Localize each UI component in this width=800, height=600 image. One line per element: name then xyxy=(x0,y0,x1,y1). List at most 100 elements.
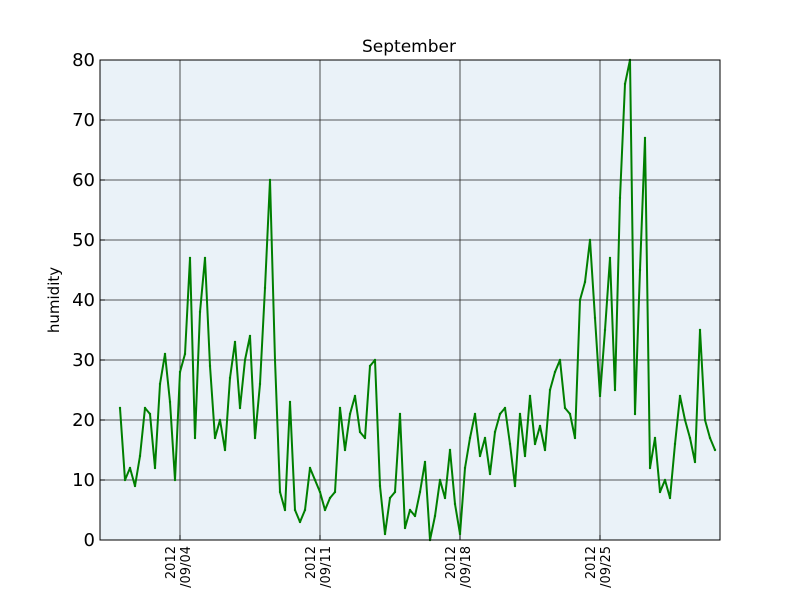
x-tick-label-group: 2012/09/25 xyxy=(584,546,614,588)
data-point xyxy=(693,460,697,464)
data-point xyxy=(603,328,607,332)
data-point xyxy=(258,382,262,386)
data-point xyxy=(448,448,452,452)
data-point xyxy=(368,364,372,368)
data-point xyxy=(353,394,357,398)
data-point xyxy=(373,358,377,362)
data-point xyxy=(328,496,332,500)
x-tick-label-year: 2012 xyxy=(164,546,179,579)
data-point xyxy=(423,460,427,464)
data-point xyxy=(408,508,412,512)
data-point xyxy=(388,496,392,500)
y-axis-label: humidity xyxy=(45,267,63,333)
data-point xyxy=(493,430,497,434)
x-tick-label-date: /09/18 xyxy=(459,546,474,588)
data-point xyxy=(393,490,397,494)
y-tick-label: 30 xyxy=(72,350,95,371)
data-point xyxy=(453,502,457,506)
y-tick-label: 70 xyxy=(72,110,95,131)
data-point xyxy=(403,526,407,530)
data-point xyxy=(518,412,522,416)
data-point xyxy=(613,388,617,392)
data-point xyxy=(713,448,717,452)
x-tick-label-year: 2012 xyxy=(444,546,459,579)
data-point xyxy=(198,310,202,314)
data-point xyxy=(128,466,132,470)
data-point xyxy=(188,256,192,260)
data-point xyxy=(168,400,172,404)
data-point xyxy=(278,490,282,494)
data-point xyxy=(383,532,387,536)
data-point xyxy=(668,496,672,500)
data-point xyxy=(398,412,402,416)
data-point xyxy=(253,436,257,440)
data-point xyxy=(703,418,707,422)
data-point xyxy=(223,448,227,452)
data-point xyxy=(678,394,682,398)
data-point xyxy=(578,298,582,302)
data-point xyxy=(298,520,302,524)
data-point xyxy=(123,478,127,482)
data-point xyxy=(138,454,142,458)
data-point xyxy=(333,490,337,494)
data-point xyxy=(153,466,157,470)
data-point xyxy=(608,256,612,260)
data-point xyxy=(673,442,677,446)
data-point xyxy=(463,466,467,470)
data-point xyxy=(528,394,532,398)
data-point xyxy=(618,196,622,200)
data-point xyxy=(708,436,712,440)
data-point xyxy=(648,466,652,470)
data-point xyxy=(348,412,352,416)
x-tick-label-date: /09/11 xyxy=(319,546,334,588)
data-point xyxy=(443,496,447,500)
data-point xyxy=(523,454,527,458)
data-point xyxy=(548,388,552,392)
data-point xyxy=(268,178,272,182)
y-tick-label: 20 xyxy=(72,410,95,431)
data-point xyxy=(503,406,507,410)
x-axis: 2012/09/04 2012/09/11 2012/09/18 2012/09/25 xyxy=(164,535,614,588)
data-point xyxy=(513,484,517,488)
data-point xyxy=(133,484,137,488)
data-point xyxy=(633,412,637,416)
data-point xyxy=(558,358,562,362)
data-point xyxy=(688,436,692,440)
data-point xyxy=(553,370,557,374)
x-tick-label-group: 2012/09/04 xyxy=(164,546,194,588)
data-point xyxy=(273,358,277,362)
data-point xyxy=(598,394,602,398)
data-point xyxy=(243,358,247,362)
data-point xyxy=(478,454,482,458)
data-point xyxy=(213,436,217,440)
data-point xyxy=(203,256,207,260)
data-point xyxy=(643,136,647,140)
data-point xyxy=(533,442,537,446)
data-point xyxy=(418,490,422,494)
data-point xyxy=(173,478,177,482)
data-point xyxy=(208,364,212,368)
data-point xyxy=(178,370,182,374)
data-point xyxy=(218,418,222,422)
data-point xyxy=(563,406,567,410)
y-tick-label: 0 xyxy=(84,530,95,551)
data-point xyxy=(593,316,597,320)
data-point xyxy=(263,286,267,290)
data-point xyxy=(468,436,472,440)
data-point xyxy=(163,352,167,356)
data-point xyxy=(438,478,442,482)
y-tick-label: 60 xyxy=(72,170,95,191)
data-point xyxy=(683,418,687,422)
x-tick-label-year: 2012 xyxy=(304,546,319,579)
data-point xyxy=(543,448,547,452)
data-point xyxy=(458,532,462,536)
data-point xyxy=(283,508,287,512)
data-point xyxy=(308,466,312,470)
data-point xyxy=(318,490,322,494)
x-tick-label-date: /09/25 xyxy=(599,546,614,588)
data-point xyxy=(653,436,657,440)
data-point xyxy=(338,406,342,410)
x-tick-label-date: /09/04 xyxy=(179,546,194,588)
y-tick-label: 80 xyxy=(72,50,95,71)
